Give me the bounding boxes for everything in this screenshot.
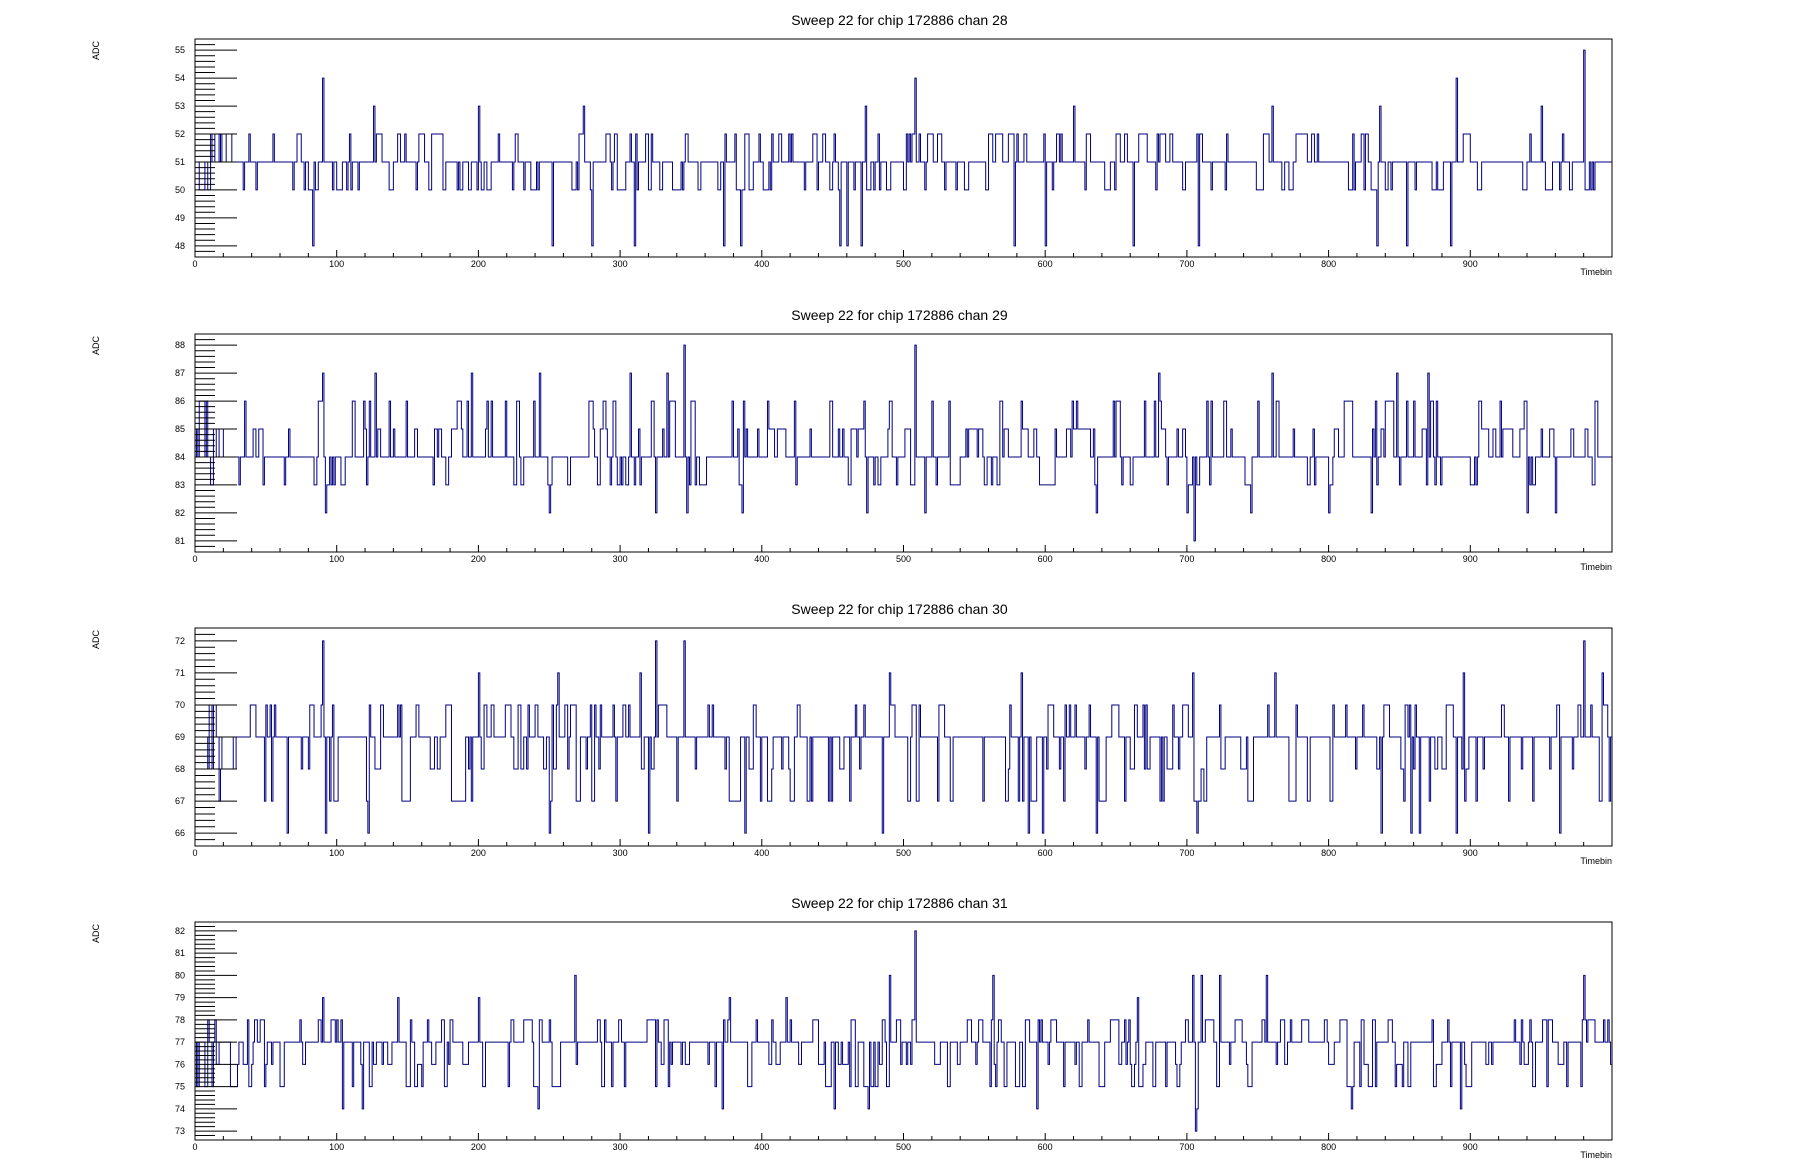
y-tick-label: 85 xyxy=(175,424,185,434)
y-tick-label: 67 xyxy=(175,796,185,806)
y-tick-label: 81 xyxy=(175,948,185,958)
y-tick-label: 48 xyxy=(175,241,185,251)
chart-title: Sweep 22 for chip 172886 chan 28 xyxy=(791,12,1008,28)
y-tick-label: 49 xyxy=(175,213,185,223)
x-tick-label: 800 xyxy=(1321,848,1336,858)
x-tick-label: 0 xyxy=(192,554,197,564)
x-tick-label: 500 xyxy=(896,1142,911,1152)
x-tick-label: 700 xyxy=(1179,848,1194,858)
x-tick-label: 300 xyxy=(613,1142,628,1152)
x-tick-label: 600 xyxy=(1038,848,1053,858)
x-tick-label: 0 xyxy=(192,259,197,269)
y-tick-label: 86 xyxy=(175,396,185,406)
x-tick-label: 300 xyxy=(613,259,628,269)
x-axis-label: Timebin xyxy=(1580,267,1612,277)
x-tick-label: 0 xyxy=(192,1142,197,1152)
x-tick-label: 800 xyxy=(1321,1142,1336,1152)
x-tick-label: 0 xyxy=(192,848,197,858)
x-tick-label: 500 xyxy=(896,848,911,858)
y-tick-label: 53 xyxy=(175,101,185,111)
y-tick-label: 88 xyxy=(175,340,185,350)
y-axis-label: ADC xyxy=(91,630,101,650)
y-tick-label: 87 xyxy=(175,368,185,378)
x-tick-label: 200 xyxy=(471,554,486,564)
y-tick-label: 72 xyxy=(175,636,185,646)
x-tick-label: 600 xyxy=(1038,1142,1053,1152)
chart-title: Sweep 22 for chip 172886 chan 30 xyxy=(791,601,1008,617)
y-tick-label: 75 xyxy=(175,1082,185,1092)
y-axis-label: ADC xyxy=(91,924,101,944)
y-tick-label: 68 xyxy=(175,764,185,774)
panel-chan-29: Sweep 22 for chip 172886 chan 29 ADC Timeb… xyxy=(91,307,1613,572)
x-tick-label: 200 xyxy=(471,259,486,269)
x-tick-label: 400 xyxy=(754,848,769,858)
y-tick-label: 51 xyxy=(175,157,185,167)
y-tick-label: 83 xyxy=(175,480,185,490)
y-axis-label: ADC xyxy=(91,41,101,61)
x-tick-label: 400 xyxy=(754,1142,769,1152)
x-tick-label: 800 xyxy=(1321,554,1336,564)
y-tick-label: 78 xyxy=(175,1015,185,1025)
x-tick-label: 900 xyxy=(1463,554,1478,564)
x-tick-label: 600 xyxy=(1038,259,1053,269)
data-series-line xyxy=(195,344,1612,542)
y-tick-label: 82 xyxy=(175,926,185,936)
x-axis-label: Timebin xyxy=(1580,562,1612,572)
y-tick-label: 74 xyxy=(175,1104,185,1114)
y-tick-label: 50 xyxy=(175,185,185,195)
plot-frame xyxy=(194,921,1613,1141)
x-tick-label: 300 xyxy=(613,554,628,564)
y-tick-label: 66 xyxy=(175,828,185,838)
y-tick-label: 79 xyxy=(175,993,185,1003)
chart-title: Sweep 22 for chip 172886 chan 31 xyxy=(791,895,1008,911)
x-tick-label: 800 xyxy=(1321,259,1336,269)
x-tick-label: 900 xyxy=(1463,1142,1478,1152)
panel-chan-28: Sweep 22 for chip 172886 chan 28 ADC Timeb… xyxy=(91,12,1613,277)
x-tick-label: 700 xyxy=(1179,259,1194,269)
x-tick-label: 100 xyxy=(329,554,344,564)
x-tick-label: 300 xyxy=(613,848,628,858)
y-tick-label: 84 xyxy=(175,452,185,462)
y-tick-label: 73 xyxy=(175,1126,185,1136)
x-tick-label: 100 xyxy=(329,1142,344,1152)
y-tick-label: 82 xyxy=(175,508,185,518)
x-tick-label: 500 xyxy=(896,259,911,269)
chart-title: Sweep 22 for chip 172886 chan 29 xyxy=(791,307,1008,323)
x-tick-label: 900 xyxy=(1463,259,1478,269)
y-axis-label: ADC xyxy=(91,336,101,356)
panel-chan-30: Sweep 22 for chip 172886 chan 30 ADC Timeb… xyxy=(91,601,1613,866)
x-tick-label: 600 xyxy=(1038,554,1053,564)
x-tick-label: 100 xyxy=(329,848,344,858)
y-tick-label: 54 xyxy=(175,73,185,83)
x-tick-label: 100 xyxy=(329,259,344,269)
y-tick-label: 80 xyxy=(175,970,185,980)
x-tick-label: 700 xyxy=(1179,554,1194,564)
y-tick-label: 70 xyxy=(175,700,185,710)
x-tick-label: 200 xyxy=(471,1142,486,1152)
y-tick-label: 81 xyxy=(175,536,185,546)
x-axis-label: Timebin xyxy=(1580,1150,1612,1160)
data-series-line xyxy=(195,930,1612,1132)
y-tick-label: 55 xyxy=(175,45,185,55)
panel-chan-31: Sweep 22 for chip 172886 chan 31 ADC Timeb… xyxy=(91,895,1613,1160)
y-tick-label: 76 xyxy=(175,1059,185,1069)
x-tick-label: 200 xyxy=(471,848,486,858)
y-tick-label: 77 xyxy=(175,1037,185,1047)
x-tick-label: 400 xyxy=(754,259,769,269)
y-tick-label: 69 xyxy=(175,732,185,742)
x-tick-label: 400 xyxy=(754,554,769,564)
x-tick-label: 500 xyxy=(896,554,911,564)
y-tick-label: 52 xyxy=(175,129,185,139)
x-tick-label: 900 xyxy=(1463,848,1478,858)
x-axis-label: Timebin xyxy=(1580,856,1612,866)
data-series-line xyxy=(195,49,1612,247)
y-tick-label: 71 xyxy=(175,668,185,678)
plot-frame xyxy=(194,38,1613,258)
data-series-line xyxy=(195,640,1612,834)
x-tick-label: 700 xyxy=(1179,1142,1194,1152)
